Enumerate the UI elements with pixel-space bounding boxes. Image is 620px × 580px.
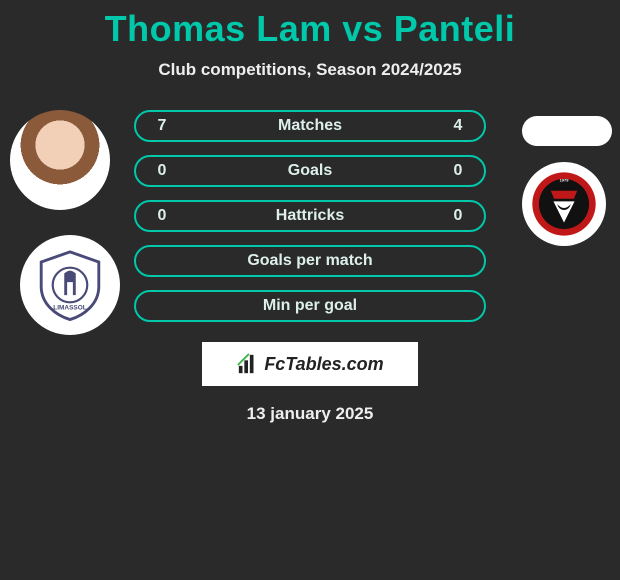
stat-label: Goals per match (247, 252, 372, 270)
subtitle: Club competitions, Season 2024/2025 (0, 60, 620, 80)
stat-label: Min per goal (263, 297, 357, 315)
stat-label: Matches (278, 117, 342, 135)
svg-text:1979: 1979 (560, 178, 570, 183)
shield-icon: LIMASSOL (34, 249, 106, 321)
stat-label: Hattricks (276, 207, 344, 225)
svg-text:LIMASSOL: LIMASSOL (53, 304, 86, 311)
club-left-badge: LIMASSOL (20, 235, 120, 335)
player-right-avatar (522, 116, 612, 146)
stat-left-value: 0 (152, 162, 172, 180)
stat-left-value: 7 (152, 117, 172, 135)
stat-row-goals-per-match: Goals per match (134, 245, 486, 277)
stat-left-value: 0 (152, 207, 172, 225)
stat-row-min-per-goal: Min per goal (134, 290, 486, 322)
date-label: 13 january 2025 (0, 404, 620, 424)
shield-icon: 1979 (531, 171, 597, 237)
stat-row-matches: 7 Matches 4 (134, 110, 486, 142)
comparison-area: LIMASSOL 1979 7 Matches 4 0 Goals 0 0 Ha… (0, 110, 620, 424)
stat-label: Goals (288, 162, 332, 180)
brand-text: FcTables.com (264, 354, 383, 375)
page-title: Thomas Lam vs Panteli (0, 0, 620, 50)
stat-right-value: 4 (448, 117, 468, 135)
player-left-avatar (10, 110, 110, 210)
club-right-badge: 1979 (522, 162, 606, 246)
stat-right-value: 0 (448, 162, 468, 180)
brand-badge: FcTables.com (202, 342, 418, 386)
stat-row-goals: 0 Goals 0 (134, 155, 486, 187)
stats-rows: 7 Matches 4 0 Goals 0 0 Hattricks 0 Goal… (134, 110, 486, 322)
stat-right-value: 0 (448, 207, 468, 225)
stat-row-hattricks: 0 Hattricks 0 (134, 200, 486, 232)
bar-chart-icon (236, 353, 260, 375)
